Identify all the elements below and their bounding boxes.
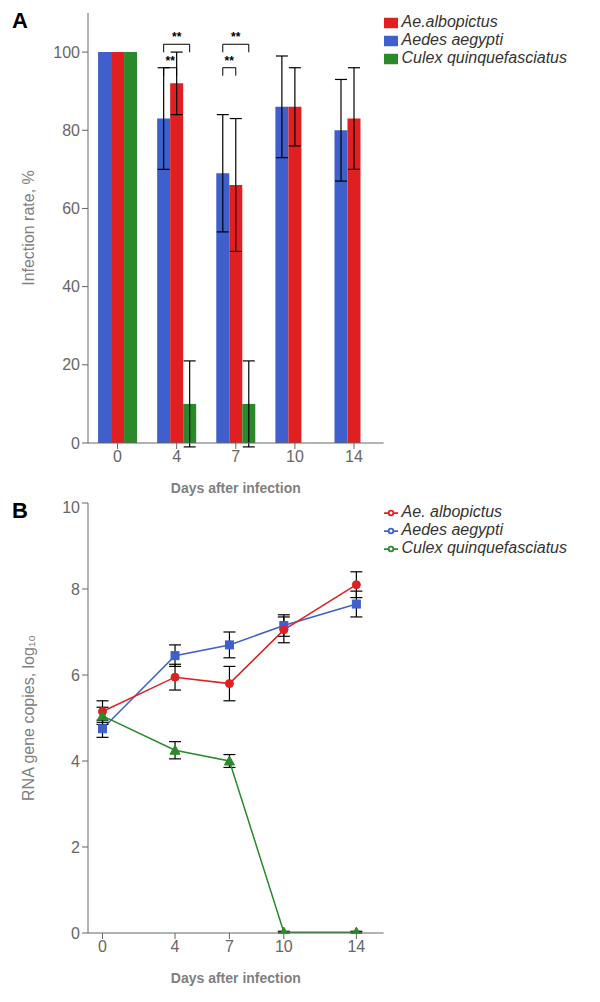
svg-text:**: **: [231, 30, 241, 44]
svg-text:4: 4: [171, 938, 180, 955]
svg-text:80: 80: [62, 122, 80, 139]
svg-text:0: 0: [71, 925, 80, 942]
svg-text:7: 7: [225, 938, 234, 955]
svg-text:10: 10: [286, 448, 304, 465]
svg-text:7: 7: [231, 448, 240, 465]
html-text:Culex quinquefasciatus: Culex quinquefasciatus: [401, 539, 567, 556]
svg-text:2: 2: [71, 839, 80, 856]
html-text:Aedes aegypti: Aedes aegypti: [401, 31, 503, 48]
svg-text:14: 14: [345, 448, 363, 465]
svg-text:14: 14: [347, 938, 365, 955]
html-text:Ae.albopictus: Ae.albopictus: [401, 13, 498, 30]
svg-text:Days after infection: Days after infection: [171, 970, 301, 986]
svg-text:Days after infection: Days after infection: [171, 480, 301, 496]
svg-text:10: 10: [275, 938, 293, 955]
svg-text:**: **: [225, 54, 235, 68]
svg-text:8: 8: [71, 581, 80, 598]
svg-text:20: 20: [62, 356, 80, 373]
html-text:B: B: [12, 498, 28, 523]
svg-text:100: 100: [53, 44, 80, 61]
svg-text:60: 60: [62, 200, 80, 217]
svg-text:0: 0: [98, 938, 107, 955]
html-text:Aedes aegypti: Aedes aegypti: [401, 521, 503, 538]
svg-text:0: 0: [71, 435, 80, 452]
html-text:Ae. albopictus: Ae. albopictus: [401, 503, 503, 520]
svg-text:Infection rate, %: Infection rate, %: [20, 170, 37, 286]
svg-text:**: **: [165, 54, 175, 68]
svg-text:6: 6: [71, 667, 80, 684]
svg-text:**: **: [172, 30, 182, 44]
svg-text:4: 4: [71, 753, 80, 770]
svg-text:40: 40: [62, 278, 80, 295]
svg-text:4: 4: [172, 448, 181, 465]
svg-text:0: 0: [113, 448, 122, 465]
html-text:Culex quinquefasciatus: Culex quinquefasciatus: [401, 49, 567, 66]
svg-text:10: 10: [62, 499, 80, 516]
svg-text:RNA gene copies, log₁₀: RNA gene copies, log₁₀: [20, 635, 37, 801]
html-text:A: A: [12, 8, 28, 33]
